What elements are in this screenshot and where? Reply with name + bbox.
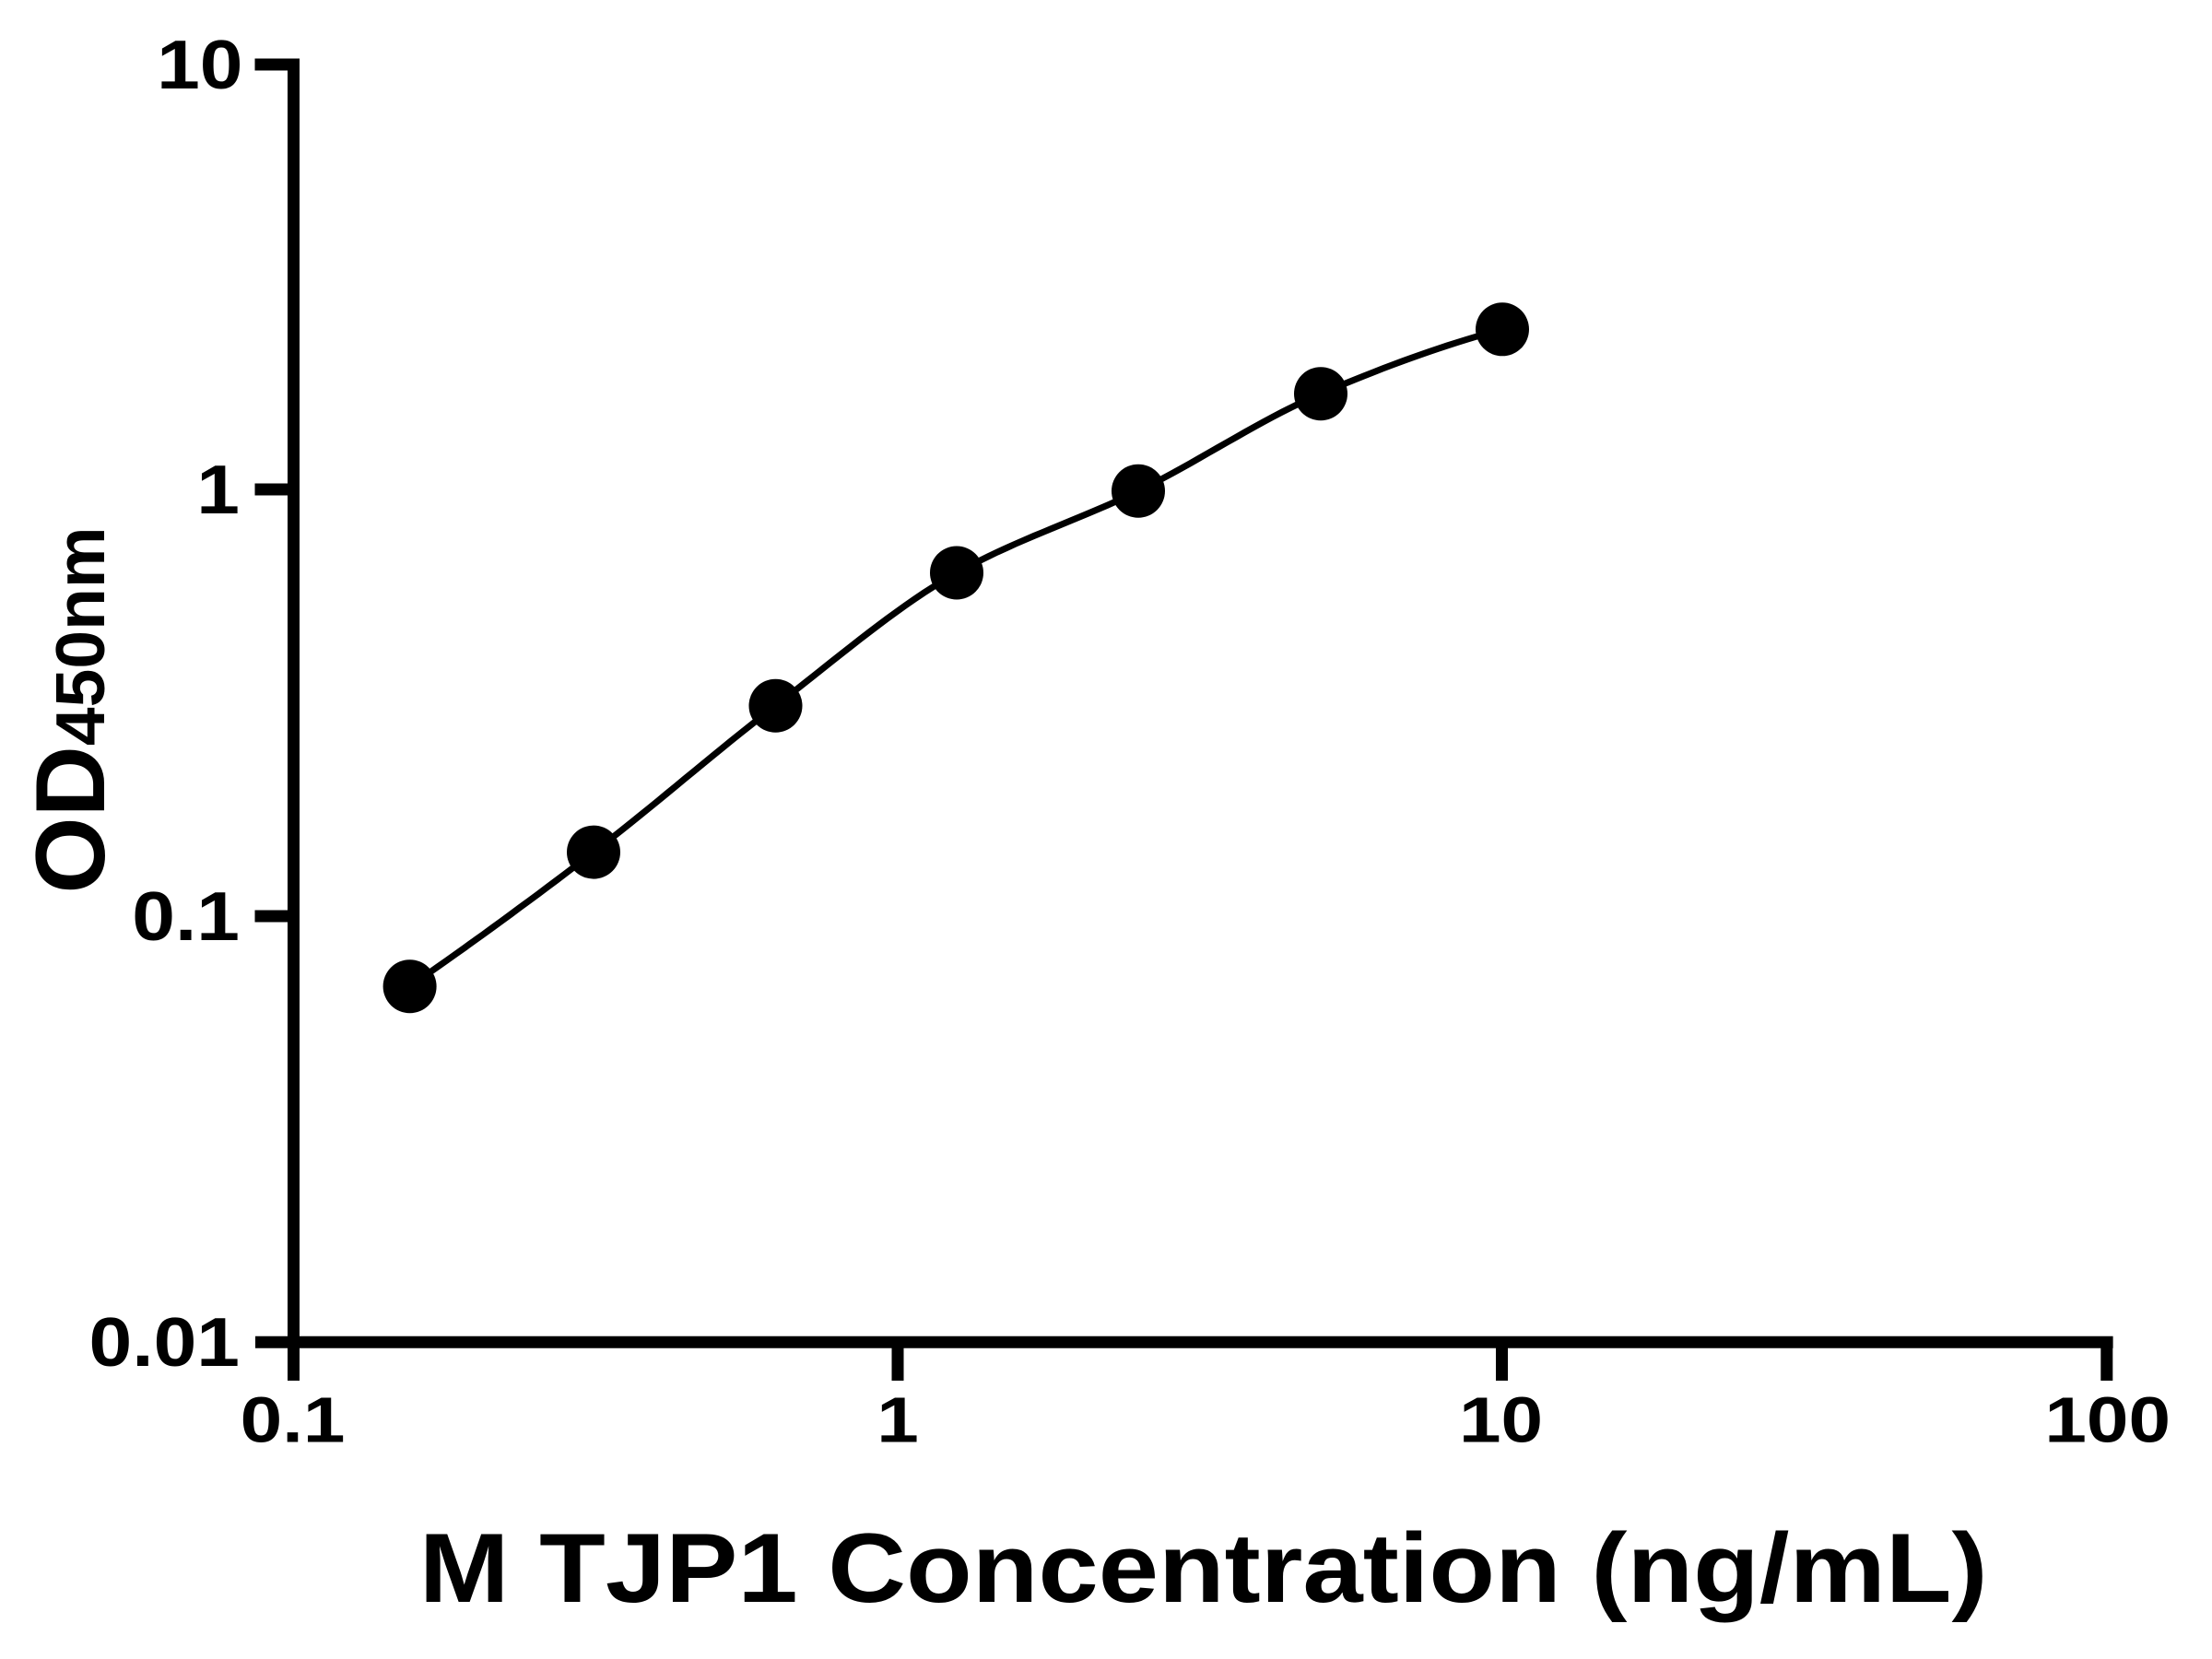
svg-text:OD450nm: OD450nm xyxy=(15,526,125,893)
svg-text:0.01: 0.01 xyxy=(89,1303,240,1381)
svg-text:1: 1 xyxy=(877,1384,919,1456)
svg-text:10: 10 xyxy=(1459,1384,1543,1456)
svg-text:0.1: 0.1 xyxy=(132,877,240,955)
svg-text:1: 1 xyxy=(196,451,240,528)
svg-text:100: 100 xyxy=(2044,1384,2171,1456)
svg-text:0.1: 0.1 xyxy=(241,1384,346,1456)
svg-text:10: 10 xyxy=(157,26,242,103)
svg-text:M TJP1 Concentration (ng/mL): M TJP1 Concentration (ng/mL) xyxy=(419,1512,1988,1623)
